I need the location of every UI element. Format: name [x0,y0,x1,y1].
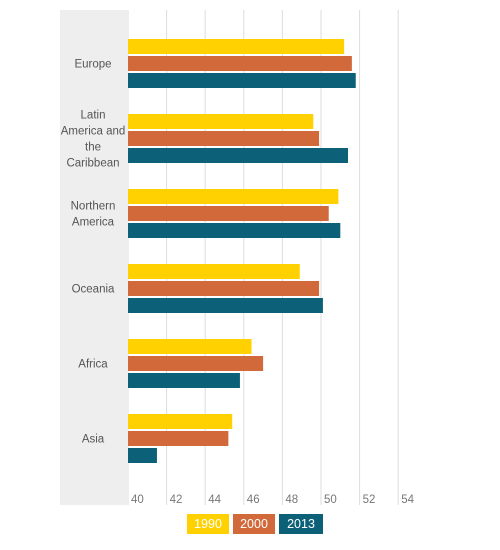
bar-2013 [128,148,349,163]
category-label: Caribbean [66,158,119,170]
bar-1990 [128,189,339,204]
category-panel [60,10,127,505]
legend-item-2000: 2000 [233,514,275,534]
x-tick-label: 54 [401,494,414,506]
category-label: America and [61,126,126,138]
category-labels: Europe Latin America and the Caribbean Northe… [61,59,126,446]
x-tick-label: 42 [170,494,183,506]
bar-2000 [128,281,320,296]
x-tick-label: 46 [247,494,260,506]
bar-2013 [128,223,341,238]
category-label: Latin [81,110,106,122]
bar-2013 [128,298,323,313]
bar-2013 [128,448,157,463]
bar-1990 [128,114,314,129]
bar-1990 [128,264,300,279]
category-label: Asia [82,434,105,446]
bar-2013 [128,73,356,88]
category-label: America [72,217,115,229]
legend-item-2013: 2013 [279,514,323,534]
legend: 1990 2000 2013 [187,514,323,534]
bars [128,39,356,463]
category-label: Africa [78,359,108,371]
bar-2000 [128,206,329,221]
legend-item-1990: 1990 [187,514,229,534]
category-label: Europe [74,59,111,71]
grid-lines [127,10,399,505]
x-tick-label: 52 [363,494,376,506]
category-label: the [85,142,101,154]
x-tick-labels: 40 42 44 46 48 50 52 54 [131,494,415,506]
bar-1990 [128,414,233,429]
bar-2000 [128,356,264,371]
bar-1990 [128,39,345,54]
x-tick-label: 44 [208,494,221,506]
x-tick-label: 40 [131,494,144,506]
bar-2000 [128,431,229,446]
bar-2000 [128,56,352,71]
bar-2000 [128,131,320,146]
bar-2013 [128,373,240,388]
category-label: Oceania [72,284,115,296]
bar-1990 [128,339,252,354]
x-tick-label: 48 [285,494,298,506]
x-tick-label: 50 [324,494,337,506]
category-label: Northern [71,201,116,213]
